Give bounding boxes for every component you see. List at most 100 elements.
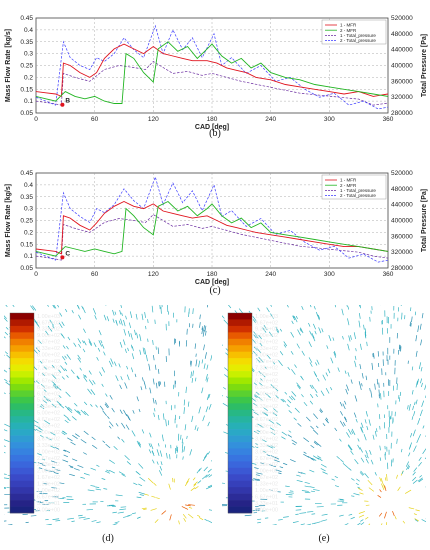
vector-arrow xyxy=(331,478,335,481)
vector-arrow xyxy=(96,357,99,361)
vector-arrow xyxy=(424,457,426,460)
vector-arrow xyxy=(222,315,225,319)
vector-arrow xyxy=(61,432,66,436)
vector-arrow xyxy=(252,316,257,322)
vector-arrow xyxy=(313,413,319,420)
vector-arrow xyxy=(139,494,144,496)
vector-arrow xyxy=(78,314,82,320)
vector-arrow xyxy=(228,305,232,309)
vector-arrow xyxy=(269,427,275,431)
vector-arrow xyxy=(208,509,212,511)
vector-arrow xyxy=(368,523,371,525)
vector-arrow xyxy=(310,458,315,461)
vector-arrow xyxy=(190,487,196,491)
vector-arrow xyxy=(123,515,130,518)
vector-arrow xyxy=(373,352,375,359)
vector-arrow xyxy=(361,383,363,387)
vector-arrow xyxy=(253,402,258,407)
annotation-label: B xyxy=(65,98,70,105)
colorbar-label: 1.00e+02 xyxy=(255,488,278,494)
x-tick-label: 0 xyxy=(34,271,38,278)
vector-arrow xyxy=(256,472,263,475)
vector-arrow xyxy=(168,483,171,490)
vector-arrow xyxy=(361,372,364,379)
vector-arrow xyxy=(371,362,374,370)
vector-arrow xyxy=(63,454,69,458)
vector-arrow xyxy=(315,393,318,397)
vector-arrow xyxy=(83,328,86,334)
vector-arrow xyxy=(198,406,201,414)
vector-arrow xyxy=(131,353,135,360)
vector-arrow xyxy=(421,312,424,319)
vector-arrow xyxy=(317,455,322,459)
vector-arrow xyxy=(365,450,368,455)
vector-arrow xyxy=(5,305,8,308)
vector-arrow xyxy=(123,328,127,336)
colorbar-label: 6.00e+02 xyxy=(255,391,278,397)
vector-arrow xyxy=(40,404,45,407)
y-tick-label: 0.05 xyxy=(20,110,33,117)
vector-arrow xyxy=(255,474,260,476)
annotation-marker xyxy=(60,102,65,107)
vector-arrow xyxy=(257,522,261,524)
vector-arrow xyxy=(77,354,81,360)
vector-arrow xyxy=(182,456,184,460)
vector-arrow xyxy=(418,461,422,467)
vector-arrow xyxy=(413,445,417,452)
vector-arrow xyxy=(300,523,305,525)
vector-arrow xyxy=(199,322,201,328)
vector-arrow xyxy=(50,432,56,436)
x-tick-label: 60 xyxy=(91,116,99,123)
colorbar-segment xyxy=(10,467,34,475)
vector-arrow xyxy=(255,334,259,339)
vector-arrow xyxy=(4,351,9,355)
colorbar-segment xyxy=(10,454,34,462)
vector-arrow xyxy=(339,514,344,517)
colorbar-label: 9.33e+02 xyxy=(255,327,278,333)
legend-entry: 1 - MFR xyxy=(340,178,357,183)
vector-arrow xyxy=(192,308,194,315)
vector-arrow xyxy=(266,354,271,360)
vector-arrow xyxy=(4,486,6,488)
vector-arrow xyxy=(58,369,62,373)
series-line-3 xyxy=(36,61,388,106)
vector-arrow xyxy=(194,425,197,430)
colorbar-segment xyxy=(10,390,34,398)
vector-arrow xyxy=(4,315,7,319)
colorbar-segment xyxy=(228,313,252,320)
x-tick-label: 0 xyxy=(34,116,38,123)
vector-arrow xyxy=(77,338,82,344)
vector-arrow xyxy=(303,437,310,443)
vector-arrow xyxy=(136,516,141,519)
colorbar-segment xyxy=(10,338,34,346)
vector-arrow xyxy=(253,382,258,386)
vector-arrow xyxy=(199,314,201,320)
vector-arrow xyxy=(253,411,259,416)
colorbar-segment xyxy=(228,429,252,436)
colorbar-label: 6.33e+02 xyxy=(37,385,60,391)
vector-arrow xyxy=(290,350,294,355)
colorbar-label: 8.67e+02 xyxy=(37,340,60,346)
vector-arrow xyxy=(321,513,328,516)
vector-arrow xyxy=(379,489,382,493)
vector-arrow xyxy=(309,305,312,308)
vector-arrow xyxy=(311,384,315,390)
colorbar-label: 7.67e+02 xyxy=(37,359,60,365)
vector-arrow xyxy=(159,465,163,471)
colorbar-label: 5.67e+02 xyxy=(37,398,60,404)
vector-arrow xyxy=(396,474,398,479)
vector-arrow xyxy=(368,419,371,426)
vector-arrow xyxy=(256,358,261,363)
vector-arrow xyxy=(320,463,327,468)
vector-arrow xyxy=(169,454,171,460)
vector-arrow xyxy=(401,470,404,475)
colorbar-label: 6.67e+01 xyxy=(255,494,278,500)
vector-arrow xyxy=(138,463,144,469)
vector-arrow xyxy=(83,410,89,416)
colorbar-label: 8.00e+02 xyxy=(255,353,278,359)
colorbar-label: 7.67e+02 xyxy=(255,359,278,365)
vector-arrow xyxy=(374,383,376,390)
y2-tick-label: 320000 xyxy=(391,249,413,256)
colorbar-segment xyxy=(228,403,252,411)
vector-arrow xyxy=(131,512,136,515)
